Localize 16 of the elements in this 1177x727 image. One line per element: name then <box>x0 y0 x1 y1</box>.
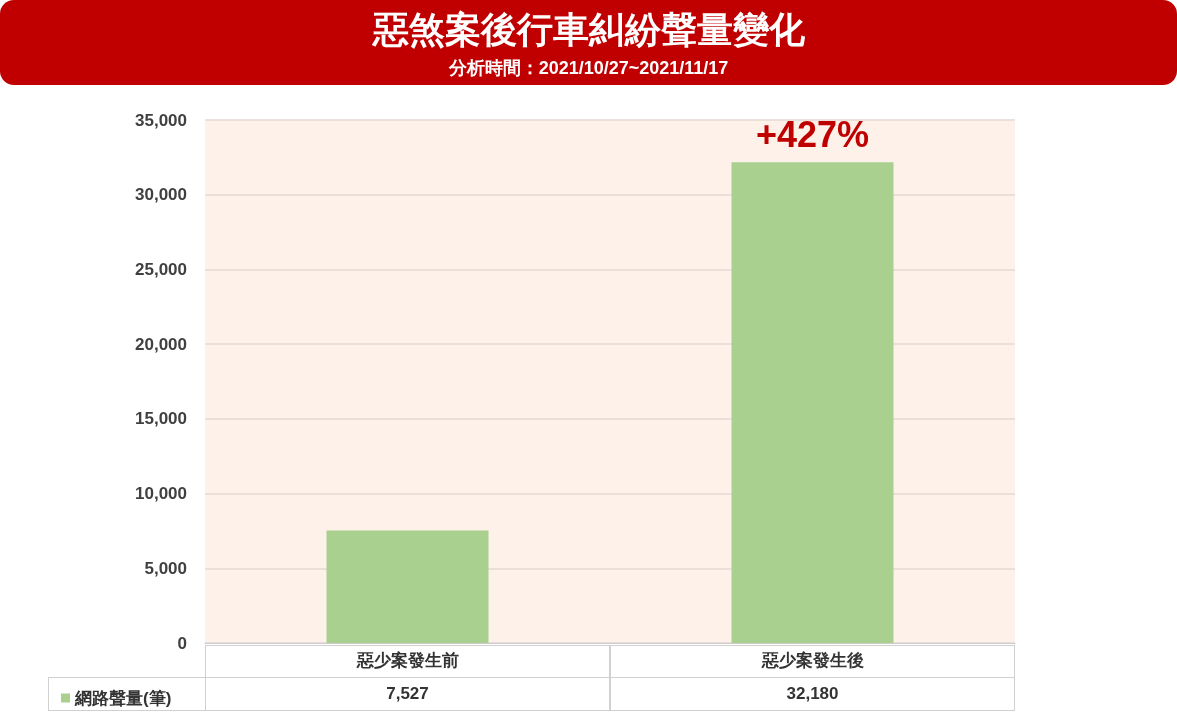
x-tick-label: 惡少案發生後 <box>760 650 864 670</box>
legend-label: 網路聲量(筆) <box>74 688 172 708</box>
y-tick-label: 15,000 <box>135 409 187 429</box>
x-tick-label: 惡少案發生前 <box>355 650 459 670</box>
y-tick-label: 10,000 <box>135 484 187 504</box>
y-tick-label: 0 <box>177 633 187 653</box>
y-tick-label: 5,000 <box>144 558 187 578</box>
data-label: 32,180 <box>786 684 839 703</box>
y-tick-label: 20,000 <box>135 334 187 354</box>
chart-title: 惡煞案後行車糾紛聲量變化 <box>371 8 806 52</box>
y-tick-label: 35,000 <box>135 110 187 130</box>
data-label: 7,527 <box>386 684 429 703</box>
y-tick-label: 25,000 <box>135 259 187 279</box>
y-tick-label: 30,000 <box>135 185 187 205</box>
chart-subtitle: 分析時間：2021/10/27~2021/11/17 <box>447 57 730 80</box>
annotation: +427% <box>755 113 870 155</box>
